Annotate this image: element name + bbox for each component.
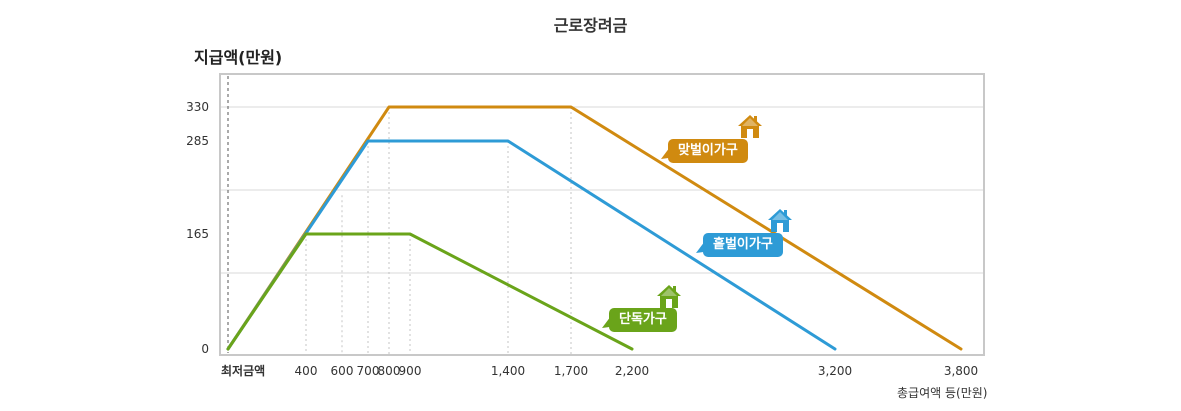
series-label-1: 맞벌이가구	[668, 139, 748, 163]
series-label-2: 홑벌이가구	[703, 233, 783, 257]
plot-frame	[219, 73, 985, 356]
x-tick-label: 1,400	[491, 364, 525, 378]
x-tick-label: 600	[331, 364, 354, 378]
y-tick-label: 285	[186, 134, 209, 148]
house-icon	[738, 115, 762, 138]
x-tick-label: 900	[399, 364, 422, 378]
series-line-3	[226, 232, 634, 351]
x-axis-label: 총급여액 등(만원)	[897, 386, 988, 400]
house-icon	[768, 209, 792, 232]
x-tick-label: 3,200	[818, 364, 852, 378]
x-tick-label: 1,700	[554, 364, 588, 378]
series-label-3: 단독가구	[609, 308, 677, 332]
y-tick-label: 0	[201, 342, 209, 356]
house-icon	[657, 285, 681, 308]
y-axis-label: 지급액(만원)	[194, 48, 283, 67]
chart-title: 근로장려금	[553, 16, 628, 35]
x-tick-label: 2,200	[615, 364, 649, 378]
x-tick-label: 3,800	[944, 364, 978, 378]
y-tick-label: 165	[186, 227, 209, 241]
x-tick-label: 최저금액	[221, 363, 265, 378]
y-tick-label: 330	[186, 100, 209, 114]
x-tick-label: 800	[378, 364, 401, 378]
x-tick-label: 400	[295, 364, 318, 378]
x-tick-label: 700	[357, 364, 380, 378]
